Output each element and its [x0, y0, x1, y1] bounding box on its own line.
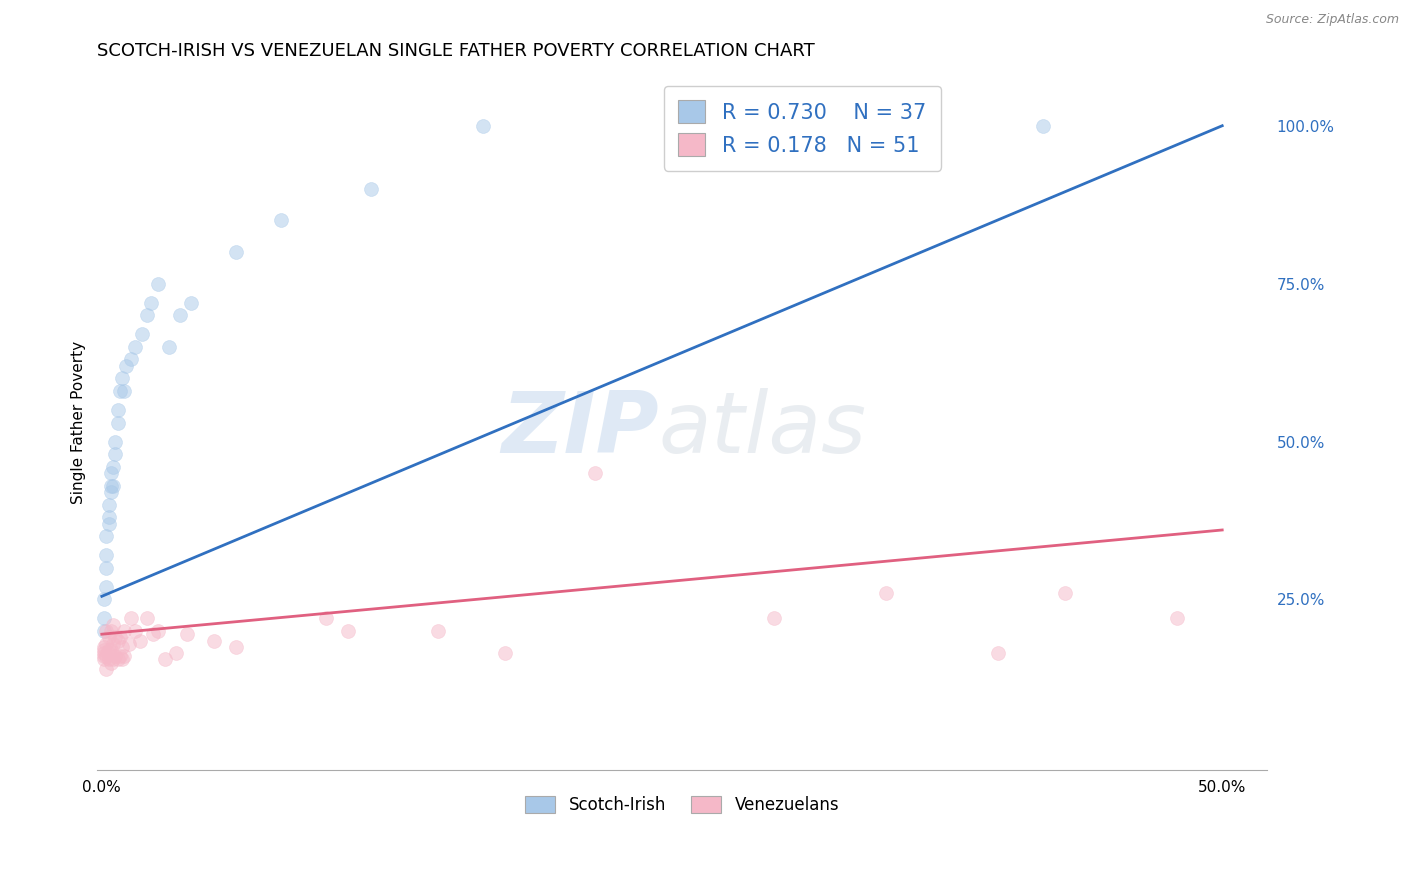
Point: [111, 371, 134, 385]
Point: [124, 624, 146, 638]
Point: [97, 516, 120, 531]
Point: [97, 498, 120, 512]
Point: [1054, 586, 1077, 600]
Point: [202, 633, 225, 648]
Point: [107, 652, 129, 666]
Point: [763, 611, 786, 625]
Point: [169, 308, 191, 322]
Point: [112, 624, 135, 638]
Point: [135, 611, 157, 625]
Point: [93, 592, 115, 607]
Point: [97, 631, 120, 645]
Point: [131, 327, 153, 342]
Point: [108, 384, 131, 398]
Point: [135, 308, 157, 322]
Point: [107, 403, 129, 417]
Point: [120, 611, 142, 625]
Text: ZIP: ZIP: [501, 388, 659, 471]
Point: [101, 617, 124, 632]
Point: [101, 637, 124, 651]
Point: [157, 340, 180, 354]
Point: [104, 631, 127, 645]
Point: [875, 586, 897, 600]
Point: [93, 640, 115, 654]
Point: [111, 640, 134, 654]
Point: [100, 624, 122, 638]
Point: [153, 652, 176, 666]
Point: [270, 213, 292, 227]
Point: [100, 643, 122, 657]
Point: [225, 640, 247, 654]
Point: [100, 479, 122, 493]
Point: [146, 277, 169, 291]
Text: atlas: atlas: [659, 388, 868, 471]
Point: [96, 561, 118, 575]
Point: [426, 624, 449, 638]
Legend: Scotch-Irish, Venezuelans: Scotch-Irish, Venezuelans: [516, 786, 849, 824]
Point: [337, 624, 360, 638]
Point: [96, 637, 118, 651]
Y-axis label: Single Father Poverty: Single Father Poverty: [72, 341, 86, 504]
Point: [101, 459, 124, 474]
Point: [96, 662, 118, 676]
Point: [124, 340, 146, 354]
Point: [1032, 119, 1054, 133]
Point: [165, 646, 187, 660]
Point: [176, 627, 198, 641]
Point: [987, 646, 1010, 660]
Point: [93, 643, 115, 657]
Point: [108, 649, 131, 664]
Point: [180, 295, 202, 310]
Point: [96, 548, 118, 562]
Point: [96, 649, 118, 664]
Point: [97, 646, 120, 660]
Point: [118, 637, 141, 651]
Point: [129, 633, 152, 648]
Point: [101, 652, 124, 666]
Point: [96, 580, 118, 594]
Point: [494, 646, 516, 660]
Point: [112, 384, 135, 398]
Point: [120, 352, 142, 367]
Point: [139, 295, 162, 310]
Point: [115, 359, 138, 373]
Point: [104, 434, 127, 449]
Point: [93, 611, 115, 625]
Point: [146, 624, 169, 638]
Point: [97, 652, 120, 666]
Point: [107, 633, 129, 648]
Point: [96, 529, 118, 543]
Point: [104, 649, 127, 664]
Point: [100, 466, 122, 480]
Point: [111, 652, 134, 666]
Point: [93, 649, 115, 664]
Point: [471, 119, 494, 133]
Point: [108, 631, 131, 645]
Point: [100, 485, 122, 500]
Text: Source: ZipAtlas.com: Source: ZipAtlas.com: [1265, 13, 1399, 27]
Point: [1166, 611, 1188, 625]
Point: [104, 447, 127, 461]
Point: [142, 627, 165, 641]
Point: [360, 182, 382, 196]
Point: [100, 656, 122, 670]
Point: [101, 479, 124, 493]
Point: [107, 416, 129, 430]
Point: [315, 611, 337, 625]
Point: [93, 646, 115, 660]
Point: [96, 624, 118, 638]
Text: SCOTCH-IRISH VS VENEZUELAN SINGLE FATHER POVERTY CORRELATION CHART: SCOTCH-IRISH VS VENEZUELAN SINGLE FATHER…: [97, 42, 815, 60]
Point: [93, 624, 115, 638]
Point: [97, 510, 120, 524]
Point: [93, 652, 115, 666]
Point: [225, 245, 247, 260]
Point: [97, 643, 120, 657]
Point: [112, 649, 135, 664]
Point: [583, 466, 606, 480]
